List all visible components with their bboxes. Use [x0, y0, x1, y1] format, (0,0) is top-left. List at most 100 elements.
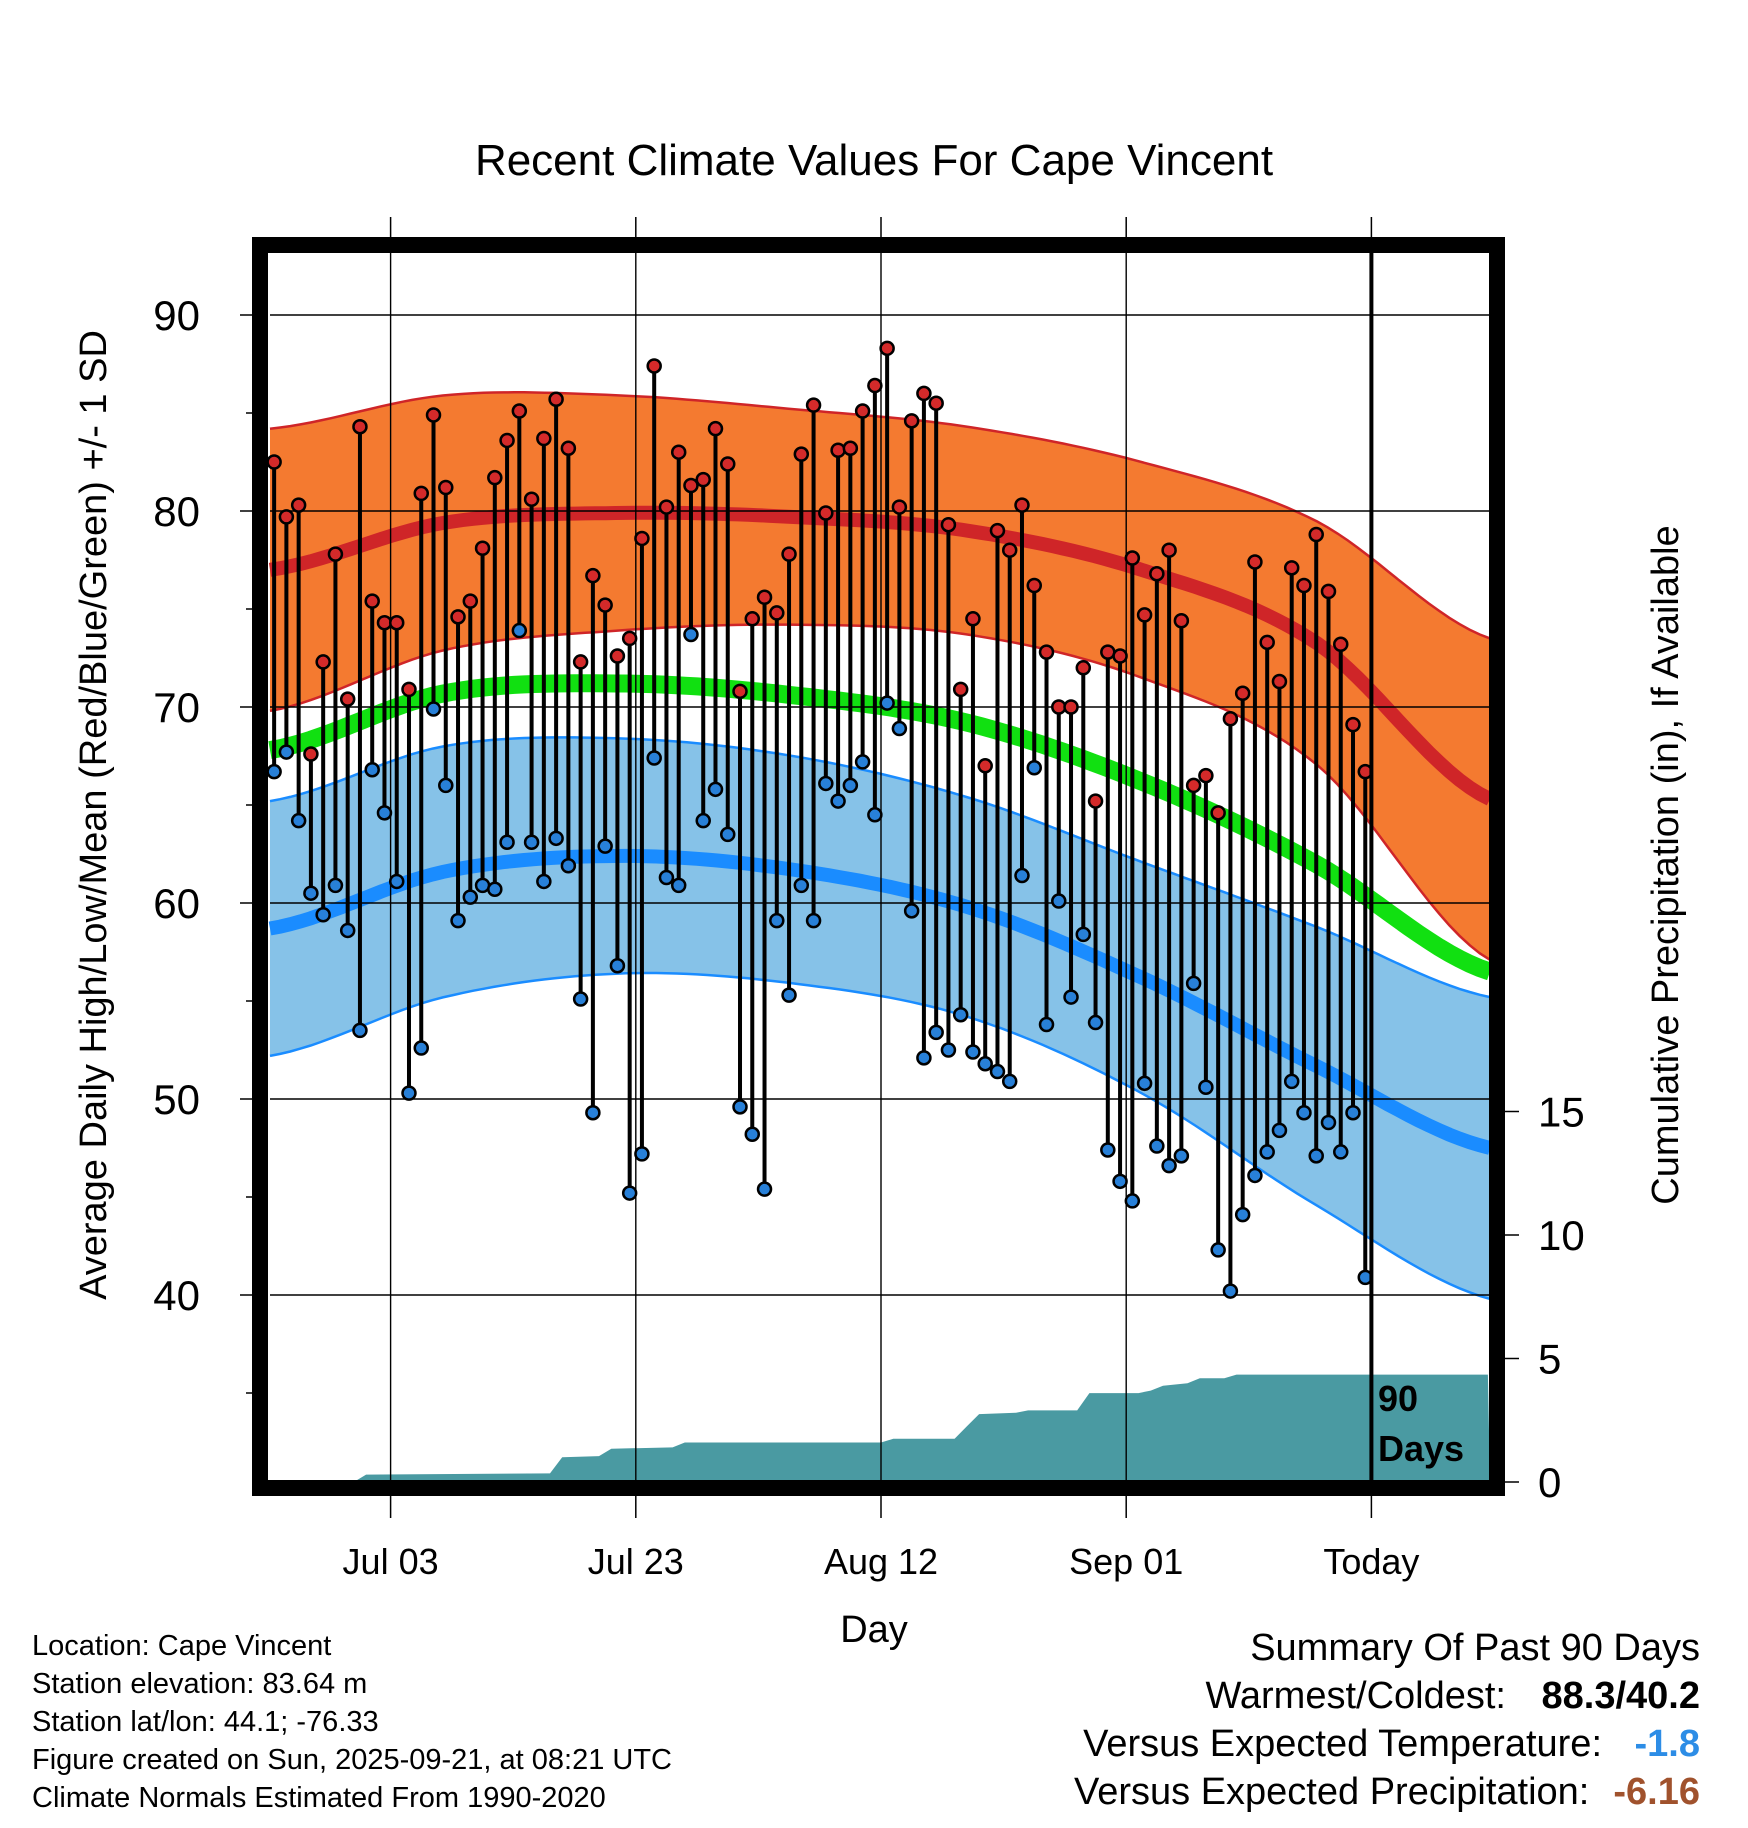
- observed-low-dot: [952, 1006, 969, 1023]
- observed-low-dot: [1014, 867, 1030, 884]
- observed-low-dot: [977, 1055, 993, 1072]
- observed-high-dot: [499, 432, 515, 449]
- plot-frame: [252, 237, 1505, 1496]
- observed-low-dot: [499, 834, 515, 850]
- high-band-lower-edge: [269, 623, 1491, 961]
- observed-high-dot: [891, 499, 908, 515]
- precip-diff-label: Versus Expected Precipitation:: [1073, 1771, 1590, 1813]
- observed-low-dot: [487, 881, 503, 898]
- observed-low-dot: [1308, 1148, 1324, 1164]
- normal-bands: [268, 391, 1494, 1301]
- observed-low-dot: [585, 1104, 601, 1121]
- observed-low-dot: [376, 805, 393, 821]
- y-tick-label: 50: [153, 1076, 200, 1123]
- observed-low-dot: [720, 826, 736, 843]
- low-band-upper-edge: [269, 736, 1491, 999]
- observed-high-dot: [303, 746, 319, 762]
- observed-low-dot: [303, 885, 319, 901]
- observed-high-dot: [1001, 542, 1018, 558]
- observed-high-dot: [1149, 565, 1165, 582]
- observed-low-dot: [818, 775, 834, 792]
- observed-high-dot: [1210, 805, 1226, 821]
- observed-high-dot: [1075, 660, 1092, 676]
- observed-low-dot: [891, 720, 908, 737]
- observed-low-dot: [1320, 1114, 1337, 1131]
- observed-low-dot: [1063, 989, 1079, 1005]
- observed-low-dot: [1051, 893, 1067, 909]
- y-tick-label: 60: [153, 880, 200, 927]
- observed-low-dot: [683, 626, 699, 643]
- high-sd-band: [270, 392, 1490, 960]
- observed-high-dot: [916, 385, 932, 402]
- x-axis-label: Day: [840, 1609, 908, 1651]
- observed-low-dot: [1124, 1193, 1141, 1209]
- observed-low-dot: [1136, 1075, 1153, 1092]
- observed-high-dot: [1345, 716, 1361, 733]
- observed-high-dot: [952, 681, 969, 698]
- x-tick-label: Sep 01: [1069, 1541, 1183, 1582]
- observed-high-dot: [1124, 550, 1141, 566]
- observed-high-dot: [1038, 644, 1055, 660]
- y2-tick-label: 0: [1538, 1459, 1561, 1506]
- observed-low-dot: [707, 781, 724, 798]
- observed-low-dot: [548, 830, 564, 847]
- observed-low-dot: [401, 1085, 417, 1101]
- observed-high-dot: [352, 418, 368, 435]
- observed-high-dot: [720, 456, 736, 472]
- observed-high-dot: [903, 413, 920, 429]
- observed-high-dot: [769, 605, 785, 621]
- observed-low-dot: [560, 858, 577, 874]
- observed-high-dot: [818, 505, 834, 521]
- observed-low-dot: [842, 777, 859, 794]
- observed-low-dot: [1333, 1144, 1349, 1160]
- observed-high-dot: [621, 630, 638, 647]
- observed-high-dot: [278, 509, 295, 525]
- latlon-text: Station lat/lon: 44.1; -76.33: [32, 1706, 379, 1738]
- observed-low-dot: [278, 744, 295, 760]
- observed-low-dot: [1345, 1104, 1361, 1121]
- x-tick-label: Today: [1323, 1541, 1419, 1582]
- observed-high-dot: [1185, 777, 1202, 794]
- observed-low-dot: [1149, 1138, 1165, 1154]
- observed-low-dot: [339, 922, 356, 939]
- period-label-unit: Days: [1378, 1428, 1464, 1469]
- observed-low-dot: [621, 1185, 638, 1201]
- observed-high-dot: [1333, 636, 1349, 653]
- observed-high-dot: [1136, 607, 1153, 623]
- observed-high-dot: [977, 758, 993, 774]
- temp-diff-value: -1.8: [1634, 1723, 1700, 1765]
- observed-high-dot: [474, 540, 491, 556]
- observed-low-dot: [327, 877, 344, 894]
- observed-high-dot: [1063, 699, 1079, 715]
- observed-low-dot: [609, 957, 626, 974]
- y-tick-label: 40: [153, 1272, 200, 1319]
- observed-low-dot: [695, 812, 711, 829]
- observed-low-dot: [830, 793, 846, 809]
- y-axis-label: Average Daily High/Low/Mean (Red/Blue/Gr…: [73, 330, 115, 1300]
- observed-high-dot: [585, 567, 601, 584]
- observed-low-dot: [928, 1024, 944, 1041]
- observed-low-dot: [425, 701, 442, 717]
- precip-diff-value: -6.16: [1613, 1771, 1700, 1813]
- observed-high-dot: [425, 407, 442, 423]
- y2-axis-label: Cumulative Precipitation (in), If Availa…: [1645, 525, 1687, 1204]
- observed-low-dot: [732, 1099, 748, 1115]
- y-tick-label: 90: [153, 292, 200, 339]
- observed-low-dot: [1210, 1242, 1226, 1258]
- observed-low-dot: [1271, 1122, 1288, 1139]
- observed-low-dot: [1259, 1144, 1275, 1160]
- y2-axis-ticks: 15 10 5 0: [1505, 1089, 1585, 1506]
- observed-low-dot: [1283, 1073, 1300, 1090]
- observed-low-dot: [1222, 1283, 1239, 1299]
- observed-low-dot: [879, 695, 895, 711]
- observed-high-dot: [572, 654, 589, 670]
- low-sd-band: [270, 737, 1490, 1299]
- observed-high-dot: [462, 593, 479, 609]
- observed-high-dot: [536, 430, 552, 447]
- observed-high-dot: [1283, 560, 1300, 576]
- observed-high-dot: [756, 589, 773, 605]
- observed-high-dot: [989, 522, 1006, 539]
- observed-high-dot: [1026, 577, 1042, 594]
- observed-low-dot: [769, 912, 785, 929]
- observed-high-dot: [1320, 583, 1337, 600]
